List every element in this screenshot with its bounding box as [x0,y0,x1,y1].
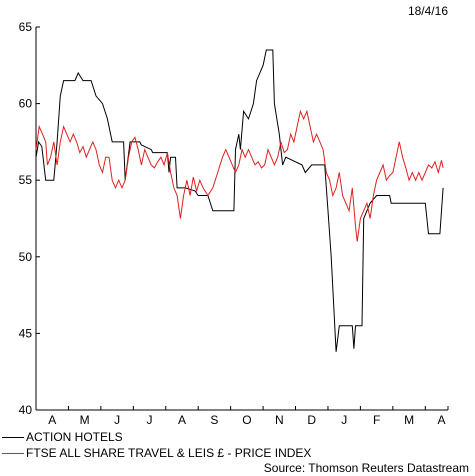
y-tick-labels: 40 45 50 55 60 65 [19,20,33,417]
x-tick-label: S [210,413,218,427]
y-tick-label: 50 [19,250,33,264]
series-line-ftse-travel-leisure [35,109,444,242]
x-tick-label: M [80,413,90,427]
x-tick-label: J [147,413,153,427]
x-tick-label: F [373,413,380,427]
x-tick-label: A [178,413,186,427]
axes [35,26,449,411]
x-tick-label: O [242,413,251,427]
legend-swatch-ftse-travel-leisure [2,453,24,455]
x-tick-label: A [438,413,446,427]
x-tick-label: A [48,413,56,427]
x-tick-label: N [275,413,284,427]
y-tick-label: 45 [19,326,33,340]
x-tick-label: D [307,413,316,427]
legend-label-action-hotels: ACTION HOTELS [26,430,123,444]
source-note: Source: Thomson Reuters Datastream [263,461,469,475]
legend-swatch-action-hotels [2,437,24,439]
date-label: 18/4/16 [407,4,448,18]
x-tick-label: J [341,413,347,427]
y-tick-label: 40 [19,403,33,417]
legend-label-ftse-travel-leisure: FTSE ALL SHARE TRAVEL & LEIS £ - PRICE I… [26,446,312,460]
y-tick-label: 65 [19,20,33,34]
y-tick-label: 55 [19,173,33,187]
legend-entry-ftse-travel-leisure: FTSE ALL SHARE TRAVEL & LEIS £ - PRICE I… [0,446,311,460]
x-tick-label: M [404,413,414,427]
legend-entry-action-hotels: ACTION HOTELS [0,430,123,444]
x-tick-label: J [114,413,120,427]
y-tick-label: 60 [19,97,33,111]
series-line-action-hotels [35,49,444,352]
series-lines [35,49,444,352]
